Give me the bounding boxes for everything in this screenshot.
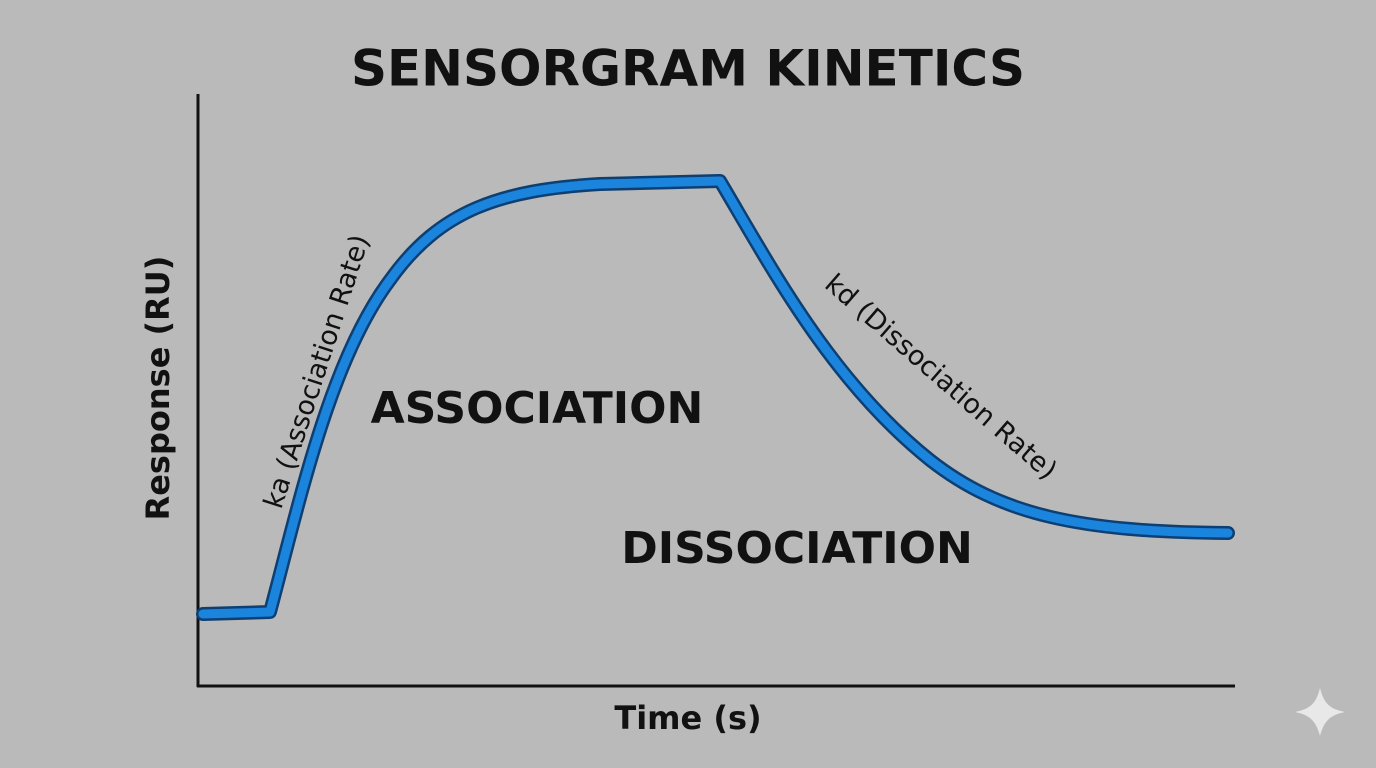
sensorgram-curve <box>196 174 1235 621</box>
dissociation-region-label: DISSOCIATION <box>621 523 973 574</box>
y-axis-label: Response (RU) <box>139 256 177 521</box>
x-axis-label: Time (s) <box>614 699 761 737</box>
association-region-label: ASSOCIATION <box>371 383 704 434</box>
title: SENSORGRAM KINETICS <box>351 40 1025 98</box>
sparkle-icon <box>1295 688 1345 736</box>
